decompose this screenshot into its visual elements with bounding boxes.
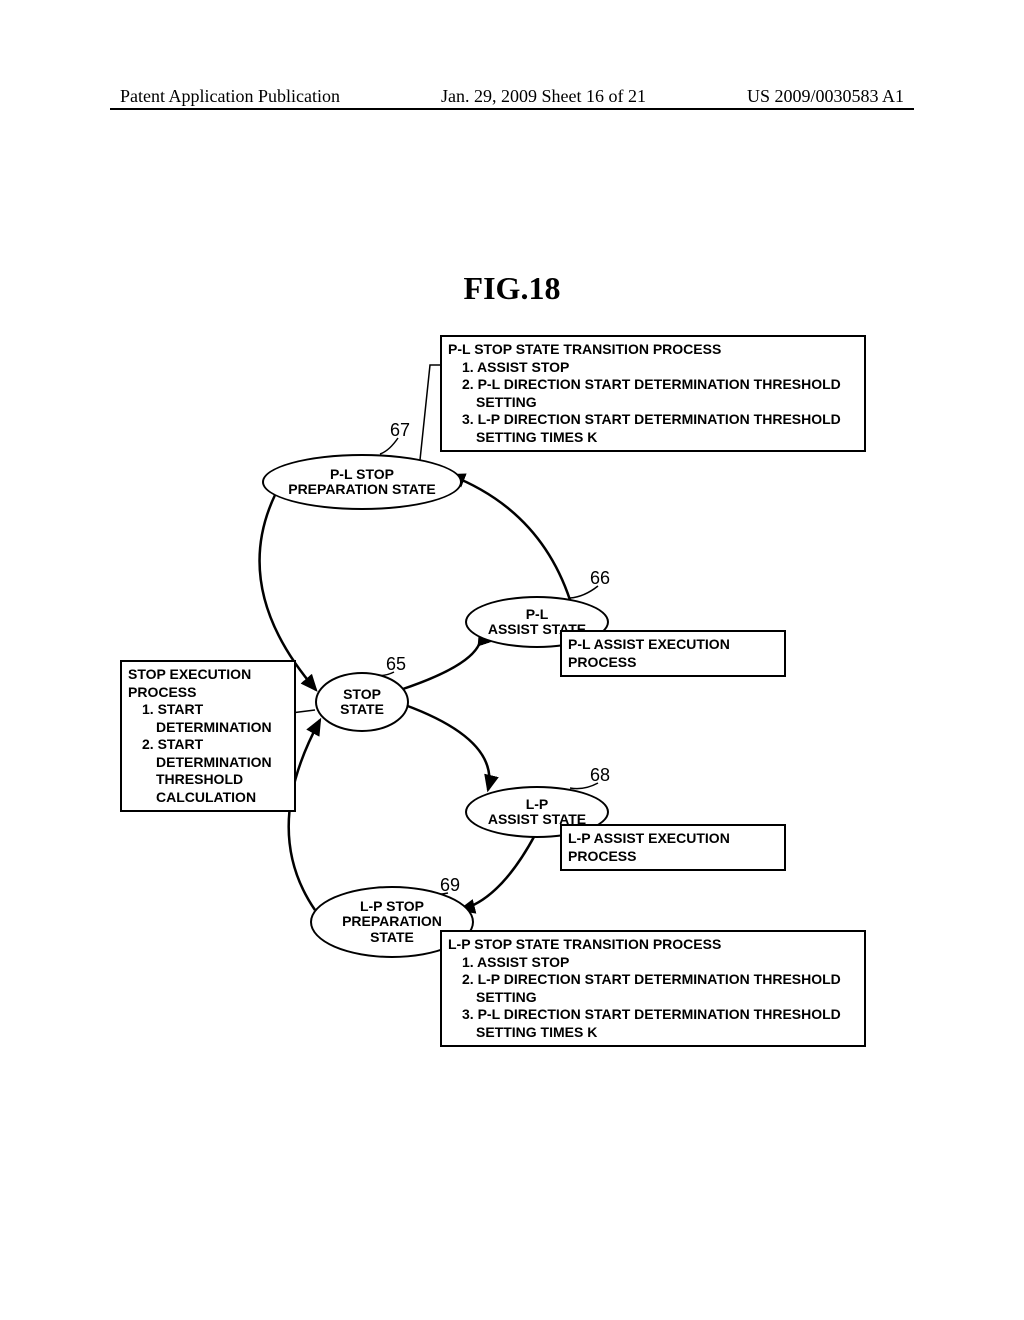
process-box-pl_stop_proc: P-L STOP STATE TRANSITION PROCESS1. ASSI… (440, 335, 866, 452)
header-rule (110, 108, 914, 110)
process-item: 1. ASSIST STOP (462, 359, 858, 377)
process-item: 1. START DETERMINATION (142, 701, 288, 736)
process-item: 3. L-P DIRECTION START DETERMINATION THR… (462, 411, 858, 446)
process-title: P-L ASSIST EXECUTION PROCESS (568, 636, 778, 671)
state-diagram: STOPSTATEP-LASSIST STATEP-L STOPPREPARAT… (100, 330, 920, 1030)
process-title: STOP EXECUTION PROCESS (128, 666, 288, 701)
header-left: Patent Application Publication (120, 86, 340, 107)
process-box-lp_assist_proc: L-P ASSIST EXECUTION PROCESS (560, 824, 786, 871)
reference-numeral-67: 67 (390, 420, 410, 441)
process-box-pl_assist_proc: P-L ASSIST EXECUTION PROCESS (560, 630, 786, 677)
reference-numeral-68: 68 (590, 765, 610, 786)
process-item: 2. L-P DIRECTION START DETERMINATION THR… (462, 971, 858, 1006)
transition-arc (450, 475, 570, 600)
process-items: 1. ASSIST STOP2. L-P DIRECTION START DET… (448, 954, 858, 1042)
transition-arc (405, 705, 489, 790)
process-title: L-P STOP STATE TRANSITION PROCESS (448, 936, 858, 954)
state-node-67: P-L STOPPREPARATION STATE (262, 454, 462, 510)
transition-arc (460, 835, 535, 910)
process-title: P-L STOP STATE TRANSITION PROCESS (448, 341, 858, 359)
header-right: US 2009/0030583 A1 (747, 86, 904, 107)
process-item: 2. P-L DIRECTION START DETERMINATION THR… (462, 376, 858, 411)
process-title: L-P ASSIST EXECUTION PROCESS (568, 830, 778, 865)
process-box-stop_exec_proc: STOP EXECUTION PROCESS1. START DETERMINA… (120, 660, 296, 812)
process-items: 1. START DETERMINATION2. START DETERMINA… (128, 701, 288, 806)
transition-arc (400, 630, 481, 690)
process-items: 1. ASSIST STOP2. P-L DIRECTION START DET… (448, 359, 858, 447)
process-item: 3. P-L DIRECTION START DETERMINATION THR… (462, 1006, 858, 1041)
figure-title: FIG.18 (0, 270, 1024, 307)
process-item: 1. ASSIST STOP (462, 954, 858, 972)
process-item: 2. START DETERMINATION THRESHOLD CALCULA… (142, 736, 288, 806)
reference-numeral-66: 66 (590, 568, 610, 589)
leader-line (420, 365, 440, 460)
page-header: Patent Application Publication Jan. 29, … (0, 86, 1024, 107)
process-box-lp_stop_proc: L-P STOP STATE TRANSITION PROCESS1. ASSI… (440, 930, 866, 1047)
header-center: Jan. 29, 2009 Sheet 16 of 21 (441, 86, 646, 107)
reference-numeral-69: 69 (440, 875, 460, 896)
reference-numeral-65: 65 (386, 654, 406, 675)
state-node-65: STOPSTATE (315, 672, 409, 732)
